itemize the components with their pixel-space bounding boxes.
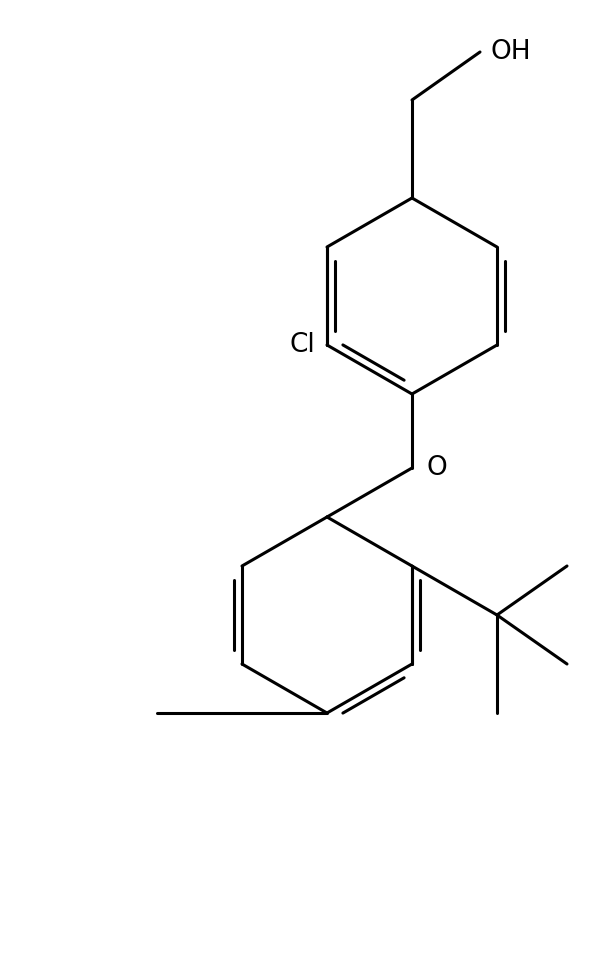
Text: O: O [426, 455, 447, 481]
Text: OH: OH [490, 39, 531, 65]
Text: Cl: Cl [289, 332, 315, 358]
